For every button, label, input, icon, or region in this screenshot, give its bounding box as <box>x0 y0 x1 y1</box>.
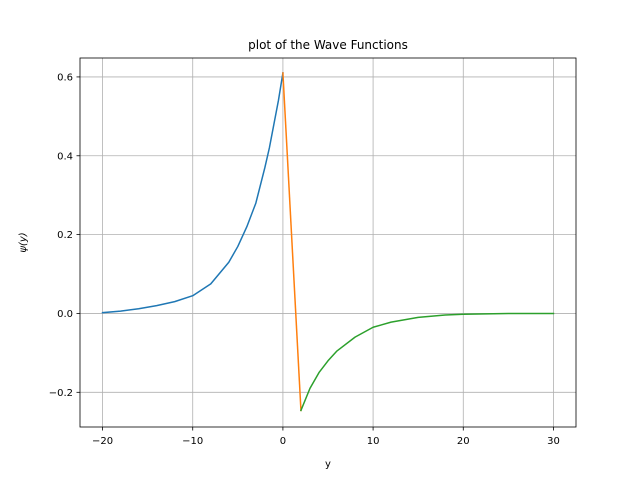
x-axis-label: y <box>325 459 331 470</box>
axes-frame <box>79 57 577 428</box>
x-tick-label: −20 <box>92 436 113 447</box>
grid-layer <box>80 58 576 427</box>
x-tick-label: −10 <box>182 436 203 447</box>
series-line-1 <box>101 72 284 314</box>
y-tick-label: 0.6 <box>57 73 73 84</box>
x-axis-ticks: −20 −10 0 10 20 30 <box>92 427 560 447</box>
y-tick-label: −0.2 <box>49 388 73 399</box>
series-layer <box>101 72 555 412</box>
y-axis-ticks: −0.2 0.0 0.2 0.4 0.6 <box>49 73 80 399</box>
y-tick-label: 0.4 <box>57 151 73 162</box>
y-tick-label: 0.0 <box>57 309 73 320</box>
x-tick-label: 30 <box>547 436 560 447</box>
series-line-3 <box>299 312 555 412</box>
x-tick-label: 10 <box>367 436 380 447</box>
y-tick-label: 0.2 <box>57 230 73 241</box>
series-line-2 <box>282 72 302 412</box>
y-axis-label: ψ(y) <box>18 232 29 252</box>
x-tick-label: 20 <box>457 436 470 447</box>
chart-title: plot of the Wave Functions <box>248 38 408 52</box>
x-tick-label: 0 <box>280 436 286 447</box>
